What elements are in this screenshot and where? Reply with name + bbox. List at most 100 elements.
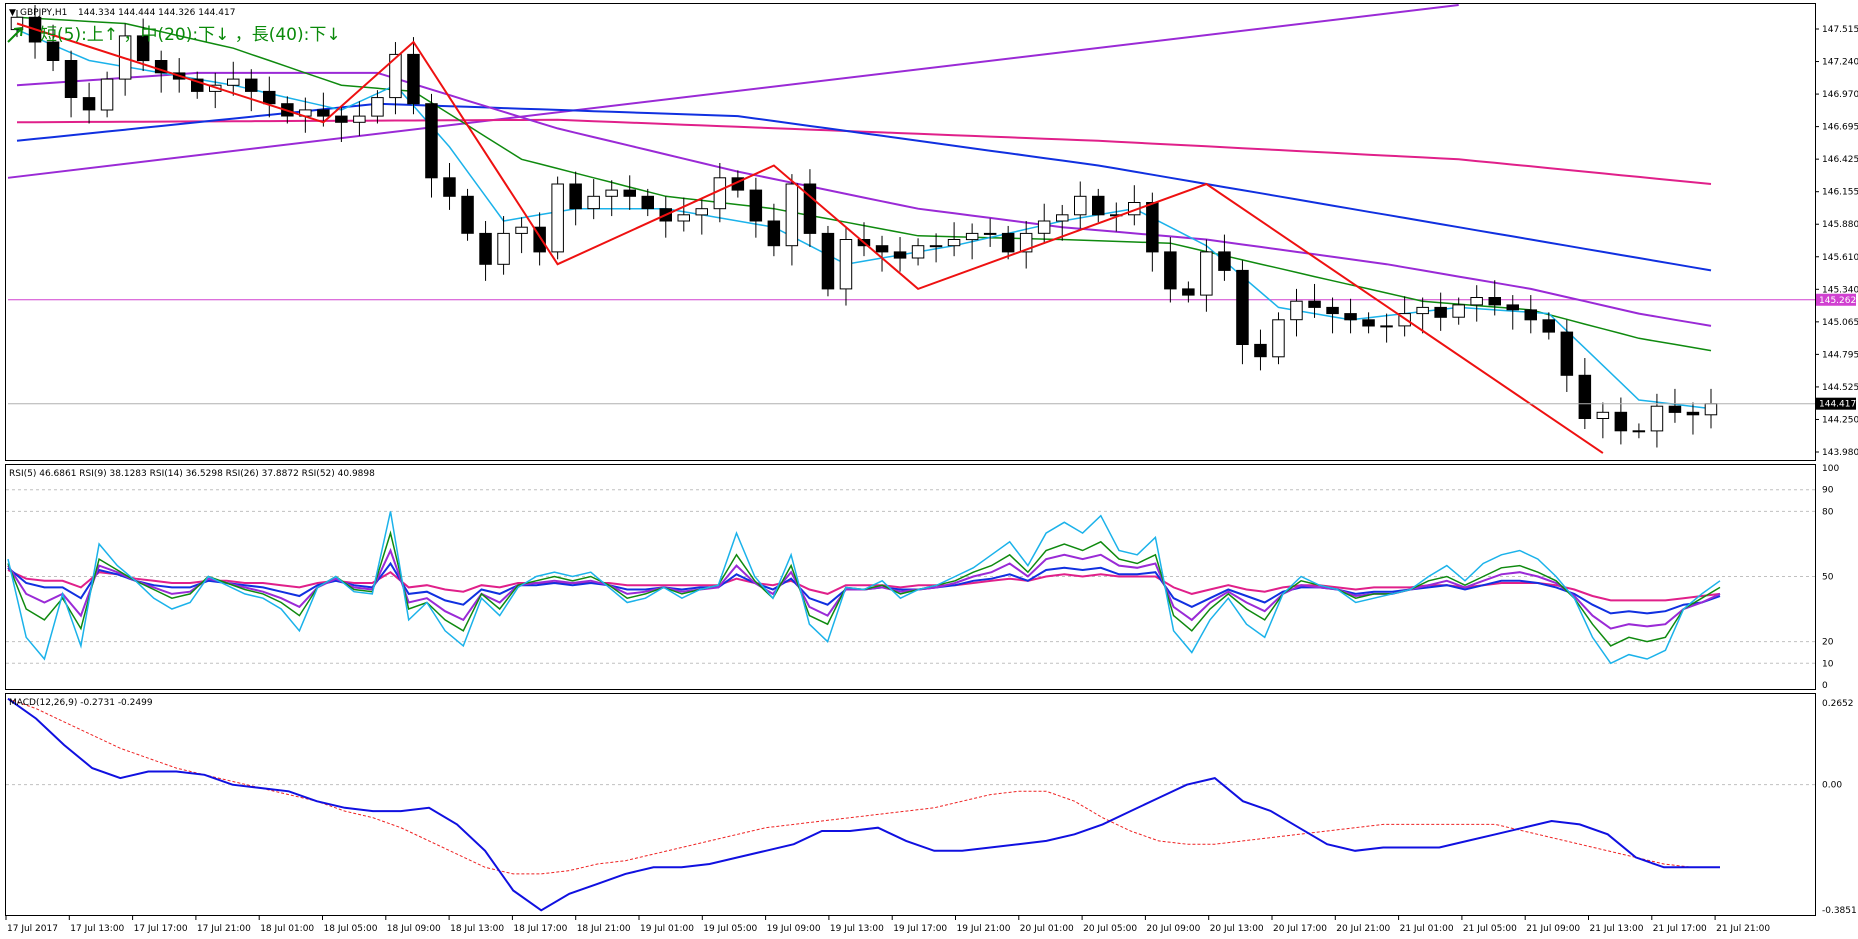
x-tick-label: 18 Jul 17:00 <box>513 924 567 934</box>
candle-bull <box>911 245 925 259</box>
price-tick-label: 143.980 <box>1822 448 1858 458</box>
x-tick-label: 20 Jul 17:00 <box>1273 924 1327 934</box>
price-panel-frame <box>5 3 1816 461</box>
x-tick-label: 20 Jul 01:00 <box>1020 924 1074 934</box>
candle-bear <box>749 189 763 222</box>
candle-bear <box>1524 309 1537 321</box>
ohlc-values: 144.334 144.444 144.326 144.417 <box>78 8 235 18</box>
candle-bear <box>82 97 96 111</box>
candle-bear <box>245 78 258 92</box>
x-tick-label: 20 Jul 09:00 <box>1146 924 1200 934</box>
candle-bear <box>821 232 835 290</box>
candle-bull <box>695 208 708 216</box>
candle-bull <box>965 232 979 241</box>
price-tick-label: 146.695 <box>1822 123 1858 133</box>
price-tick-label: 144.250 <box>1822 415 1858 425</box>
trend-arrow-icon <box>7 27 23 43</box>
x-tick-label: 18 Jul 09:00 <box>387 924 441 934</box>
symbol-timeframe: GBPJPY,H1 <box>20 8 67 18</box>
x-tick-label: 19 Jul 21:00 <box>957 924 1011 934</box>
x-tick-label: 19 Jul 09:00 <box>767 924 821 934</box>
price-tick-label: 147.240 <box>1822 58 1858 68</box>
candle-bear <box>1182 288 1195 296</box>
candle-bull <box>785 183 799 247</box>
candle-bull <box>353 115 366 123</box>
x-tick-label: 17 Jul 2017 <box>7 924 58 934</box>
macd-tick-label: 0.00 <box>1822 781 1842 791</box>
candle-bear <box>1236 269 1249 345</box>
price-tick-label: 145.610 <box>1822 253 1858 263</box>
x-tick-label: 18 Jul 05:00 <box>324 924 378 934</box>
candle-bear <box>154 60 168 74</box>
candle-bull <box>983 232 997 235</box>
candle-bear <box>335 115 348 123</box>
x-tick-label: 17 Jul 21:00 <box>197 924 251 934</box>
candle-bear <box>1434 306 1447 318</box>
candle-bull <box>1200 251 1213 296</box>
rsi52-line <box>7 569 1721 602</box>
candle-bull <box>389 53 402 99</box>
macd-line <box>7 697 1720 912</box>
price-tick-label: 144.795 <box>1822 350 1858 360</box>
candle-bear <box>1344 313 1357 321</box>
rsi5-line <box>7 511 1721 665</box>
x-tick-label: 18 Jul 13:00 <box>450 924 504 934</box>
macd-signal-line <box>7 698 1720 875</box>
candle-bear <box>1668 405 1682 413</box>
candle-bear <box>893 251 907 259</box>
candle-bear <box>407 53 420 105</box>
candle-bull <box>713 177 727 210</box>
x-tick-label: 18 Jul 21:00 <box>577 924 631 934</box>
candle-bear <box>317 109 330 117</box>
candle-bull <box>947 239 961 247</box>
x-tick-label: 19 Jul 13:00 <box>830 924 884 934</box>
candle-bull <box>1452 304 1465 318</box>
candle-bear <box>1326 306 1339 315</box>
candle-bear <box>803 183 817 234</box>
candle-bull <box>587 195 600 210</box>
candle-bear <box>461 195 474 234</box>
candle-bear <box>1146 202 1159 253</box>
candle-bear <box>767 220 781 247</box>
candle-bull <box>551 183 564 253</box>
current-price-box <box>1816 397 1856 410</box>
candle-bull <box>1704 403 1718 416</box>
price-tick-label: 146.970 <box>1822 90 1858 100</box>
candle-bear <box>263 90 276 105</box>
macd-header: MACD(12,26,9) -0.2731 -0.2499 <box>9 698 153 708</box>
price-tick-label: 147.515 <box>1822 25 1858 35</box>
candle-bull <box>1019 232 1033 253</box>
x-tick-label: 21 Jul 09:00 <box>1526 924 1580 934</box>
x-tick-label: 21 Jul 05:00 <box>1463 924 1517 934</box>
candle-bull <box>100 78 114 111</box>
candle-bull <box>1037 220 1051 234</box>
candle-bear <box>1542 319 1555 333</box>
candle-bear <box>136 35 150 62</box>
x-tick-label: 21 Jul 21:00 <box>1716 924 1770 934</box>
candle-bear <box>479 232 492 265</box>
candle-bull <box>1470 297 1483 306</box>
price-tick-label: 145.880 <box>1822 220 1858 230</box>
x-tick-label: 17 Jul 13:00 <box>70 924 124 934</box>
long-ma-line <box>16 71 1712 327</box>
rsi-tick-label: 50 <box>1822 573 1834 583</box>
candle-bull <box>371 97 384 117</box>
candle-bull <box>515 226 528 234</box>
hline-price-box <box>1816 293 1856 306</box>
candle-bull <box>227 78 240 86</box>
candle-bear <box>64 60 78 98</box>
x-tick-label: 19 Jul 05:00 <box>703 924 757 934</box>
candle-bull <box>1650 405 1664 432</box>
pink-ma-line <box>16 118 1712 185</box>
candle-bear <box>1488 297 1501 306</box>
candle-bull <box>929 245 943 248</box>
candle-bull <box>1290 300 1303 321</box>
macd-tick-label: -0.3851 <box>1822 906 1857 916</box>
x-tick-label: 20 Jul 13:00 <box>1210 924 1264 934</box>
x-tick-label: 21 Jul 13:00 <box>1590 924 1644 934</box>
candle-bull <box>1056 214 1069 222</box>
x-tick-label: 19 Jul 01:00 <box>640 924 694 934</box>
price-tick-label: 146.425 <box>1822 155 1858 165</box>
menu-arrow-icon[interactable]: ▼ <box>9 8 16 18</box>
candle-bull <box>605 189 618 197</box>
